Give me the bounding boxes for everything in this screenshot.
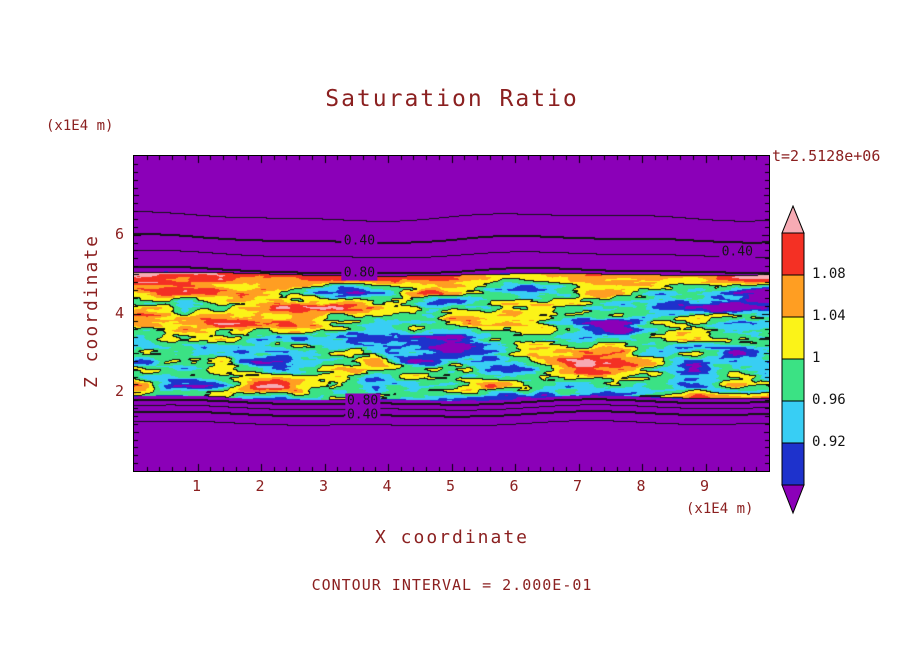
y-tick-label-2: 2 (114, 382, 124, 400)
contour-label: 0.40 (719, 244, 755, 260)
colorbar-segment (781, 358, 805, 402)
x-tick-label-6: 6 (509, 477, 519, 495)
colorbar-segment (781, 274, 805, 318)
colorbar-label: 1 (812, 350, 821, 366)
plot-area: 0.40 0.40 0.80 0.80 0.40 (133, 155, 770, 472)
colorbar-label: 0.96 (812, 392, 846, 408)
colorbar-segment (781, 442, 805, 486)
colorbar-segment (781, 316, 805, 360)
x-tick-label-3: 3 (318, 477, 329, 495)
contour-field-canvas (134, 156, 769, 471)
colorbar (781, 205, 805, 515)
colorbar-label: 1.08 (812, 266, 846, 282)
contour-label: 0.40 (344, 407, 381, 423)
y-tick-label-6: 6 (114, 225, 124, 243)
x-axis-label: X coordinate (374, 527, 530, 548)
contour-label: 0.80 (341, 265, 378, 281)
y-axis-units: (x1E4 m) (46, 118, 114, 134)
x-tick-label-7: 7 (572, 477, 583, 495)
colorbar-arrow-down-icon (781, 484, 805, 515)
colorbar-segment (781, 232, 805, 276)
chart-title: Saturation Ratio (325, 86, 579, 112)
contour-interval-note: CONTOUR INTERVAL = 2.000E-01 (311, 576, 593, 594)
timestamp-label: t=2.5128e+06 (772, 147, 881, 165)
x-axis-units: (x1E4 m) (686, 501, 754, 517)
colorbar-segment (781, 400, 805, 444)
colorbar-label: 0.92 (812, 434, 846, 450)
x-tick-label-1: 1 (191, 477, 202, 495)
x-tick-label-9: 9 (699, 477, 710, 495)
x-tick-label-5: 5 (445, 477, 456, 495)
colorbar-arrow-up-icon (781, 205, 805, 234)
colorbar-label: 1.04 (812, 308, 846, 324)
x-tick-label-4: 4 (382, 477, 392, 495)
x-tick-label-2: 2 (255, 477, 265, 495)
x-tick-label-8: 8 (636, 477, 646, 495)
contour-label: 0.40 (341, 233, 378, 249)
y-tick-label-4: 4 (114, 304, 124, 322)
contour-label: 0.80 (344, 393, 381, 409)
